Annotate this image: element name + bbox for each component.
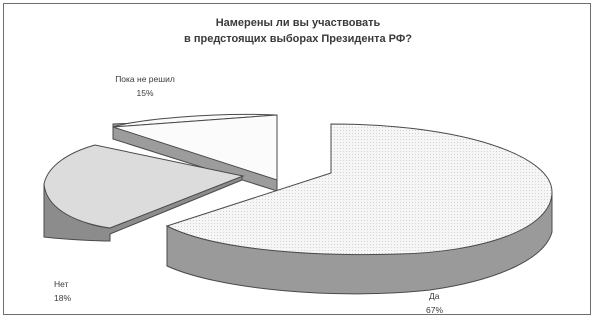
- label-undecided-value: 15%: [136, 88, 153, 98]
- label-no-name: Нет: [54, 279, 69, 289]
- slice-no-top: [43, 144, 245, 229]
- slice-undecided-face: [112, 114, 278, 181]
- label-yes-name: Да: [429, 291, 440, 301]
- label-yes-value: 67%: [426, 305, 443, 315]
- label-undecided-name: Пока не решил: [115, 74, 175, 84]
- slice-yes-top: [165, 123, 553, 256]
- slice-undecided: [112, 113, 278, 192]
- slice-yes: [165, 123, 553, 295]
- slice-no: [43, 144, 245, 242]
- chart-title-line-2: в предстоящих выборах Президента РФ?: [184, 33, 412, 45]
- label-no-value: 18%: [54, 293, 71, 303]
- chart-title-line-1: Намерены ли вы участвовать: [216, 17, 381, 29]
